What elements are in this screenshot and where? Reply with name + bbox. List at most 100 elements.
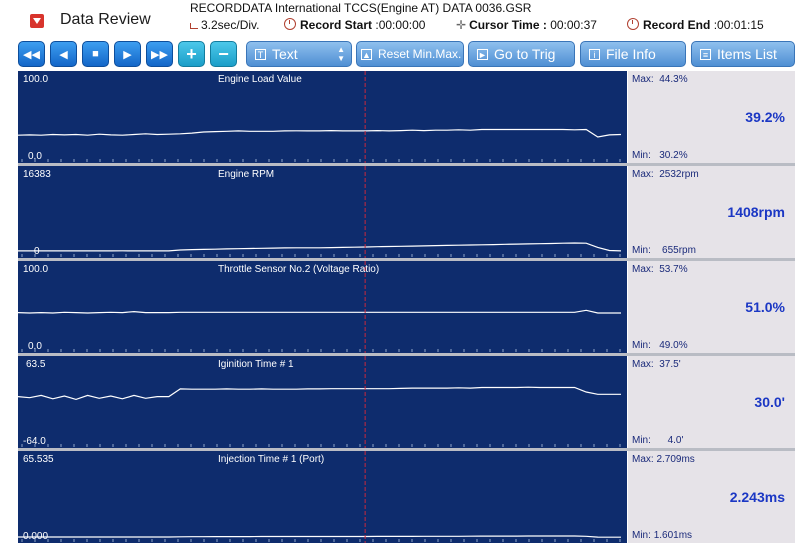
value-panel: Max: 37.5' 30.0' Min: 4.0' xyxy=(628,356,795,448)
channel-divider[interactable] xyxy=(18,448,795,451)
max-label: Max: xyxy=(632,74,654,85)
scale-max: 63.5 xyxy=(26,359,46,370)
scale-min: -64.0 xyxy=(23,436,46,447)
max-value: 37.5' xyxy=(659,359,681,370)
plot-area[interactable]: 100.0 0.0 Engine Load Value xyxy=(18,71,627,163)
min-label: Min: xyxy=(632,245,651,256)
scale-min: 0.0 xyxy=(28,151,42,162)
min-label: Min: xyxy=(632,530,651,541)
max-readout: Max: 53.7% xyxy=(632,264,688,275)
max-value: 53.7% xyxy=(659,264,688,275)
file-info-label: File Info xyxy=(606,46,656,62)
max-readout: Max: 37.5' xyxy=(632,359,681,370)
record-end-value: :00:01:15 xyxy=(713,18,764,32)
channel-divider[interactable] xyxy=(18,163,795,166)
current-value: 39.2% xyxy=(745,109,785,125)
go-to-trig-button[interactable]: ► Go to Trig xyxy=(468,41,575,67)
crosshair-icon: ✛ xyxy=(456,18,467,32)
trace-graph xyxy=(18,261,621,353)
min-value: 30.2% xyxy=(659,150,688,161)
value-panel: Max: 53.7% 51.0% Min: 49.0% xyxy=(628,261,795,353)
menu-icon[interactable] xyxy=(30,14,44,28)
max-readout: Max: 44.3% xyxy=(632,74,688,85)
channel-divider[interactable] xyxy=(18,258,795,261)
items-list-button[interactable]: ≡ Items List xyxy=(691,41,795,67)
channel-name: Engine Load Value xyxy=(218,74,302,85)
scale-max: 16383 xyxy=(23,169,51,180)
chart-icon: ▲ xyxy=(361,48,372,60)
channel-engine-rpm: 16383 0 Engine RPM Max: 2532rpm 1408rpm … xyxy=(18,166,795,258)
trace-graph xyxy=(18,166,622,258)
plot-area[interactable]: 16383 0 Engine RPM xyxy=(18,166,627,258)
record-start-value: :00:00:00 xyxy=(375,18,426,32)
scale-min: 0.000 xyxy=(23,531,49,542)
trace-line xyxy=(18,128,622,138)
scale-min: 0 xyxy=(34,246,40,257)
spin-arrows-icon: ▲ ▼ xyxy=(337,45,345,63)
text-icon: T xyxy=(255,48,266,60)
max-readout: Max: 2532rpm xyxy=(632,169,699,180)
trace-line xyxy=(18,535,621,538)
trace-graph xyxy=(18,71,622,163)
time-division: 3.2sec/Div. xyxy=(190,18,259,32)
max-label: Max: xyxy=(632,454,654,465)
go-to-trig-label: Go to Trig xyxy=(494,46,556,62)
max-label: Max: xyxy=(632,359,654,370)
scale-max: 65.535 xyxy=(23,454,54,465)
channel-throttle-sensor: 100.0 0.0 Throttle Sensor No.2 (Voltage … xyxy=(18,261,795,353)
record-end: Record End :00:01:15 xyxy=(627,18,764,32)
min-readout: Min: 655rpm xyxy=(632,245,696,256)
scale-min: 0.0 xyxy=(28,341,42,352)
min-value: 1.601ms xyxy=(653,530,693,541)
reset-min-max-button[interactable]: ▲ Reset Min.Max. xyxy=(356,41,464,67)
max-label: Max: xyxy=(632,169,654,180)
channel-ignition-time: 63.5 -64.0 Iginition Time # 1 Max: 37.5'… xyxy=(18,356,795,448)
value-panel: Max: 2.709ms 2.243ms Min: 1.601ms xyxy=(628,451,795,543)
channel-engine-load: 100.0 0.0 Engine Load Value Max: 44.3% 3… xyxy=(18,71,795,163)
header: Data Review RECORDDATA International TCC… xyxy=(0,0,795,38)
rewind-button[interactable]: ◀ xyxy=(50,41,77,67)
zoom-in-button[interactable]: + xyxy=(178,41,205,67)
zoom-out-button[interactable]: − xyxy=(210,41,237,67)
list-icon: ≡ xyxy=(700,48,711,60)
min-readout: Min: 49.0% xyxy=(632,340,688,351)
record-start: Record Start :00:00:00 xyxy=(284,18,425,32)
info-icon: i xyxy=(589,48,600,60)
app-title: Data Review xyxy=(60,11,151,28)
channel-injection-time: 65.535 0.000 Injection Time # 1 (Port) M… xyxy=(18,451,795,543)
text-dropdown[interactable]: T Text ▲ ▼ xyxy=(246,41,352,67)
min-value: 4.0' xyxy=(667,435,684,446)
max-value: 2532rpm xyxy=(659,169,699,180)
channel-divider[interactable] xyxy=(18,353,795,356)
stop-button[interactable]: ■ xyxy=(82,41,109,67)
current-value: 51.0% xyxy=(745,299,785,315)
trace-line xyxy=(18,386,621,401)
time-division-value: 3.2sec/Div. xyxy=(201,18,260,32)
trace-line xyxy=(18,309,621,314)
min-label: Min: xyxy=(632,340,651,351)
forward-fast-button[interactable]: ▶▶ xyxy=(146,41,173,67)
plot-area[interactable]: 100.0 0.0 Throttle Sensor No.2 (Voltage … xyxy=(18,261,627,353)
clock-icon xyxy=(284,18,296,30)
current-value: 2.243ms xyxy=(729,489,785,505)
trace-line xyxy=(18,242,622,252)
channel-name: Iginition Time # 1 xyxy=(218,359,294,370)
rewind-fast-button[interactable]: ◀◀ xyxy=(18,41,45,67)
file-info-button[interactable]: i File Info xyxy=(580,41,686,67)
plot-area[interactable]: 65.535 0.000 Injection Time # 1 (Port) xyxy=(18,451,627,543)
trace-graph xyxy=(18,356,621,448)
toolbar: ◀◀ ◀ ■ ▶ ▶▶ + − T Text ▲ ▼ ▲ Reset Min.Ma… xyxy=(0,38,795,70)
trace-graph xyxy=(18,451,621,543)
file-name: RECORDDATA International TCCS(Engine AT)… xyxy=(190,1,532,15)
max-label: Max: xyxy=(632,264,654,275)
min-label: Min: xyxy=(632,150,651,161)
status-strip xyxy=(0,546,795,553)
min-readout: Min: 30.2% xyxy=(632,150,688,161)
arrow-right-icon: ► xyxy=(477,48,488,60)
play-button[interactable]: ▶ xyxy=(114,41,141,67)
plot-area[interactable]: 63.5 -64.0 Iginition Time # 1 xyxy=(18,356,627,448)
value-panel: Max: 44.3% 39.2% Min: 30.2% xyxy=(628,71,795,163)
record-end-label: Record End xyxy=(643,18,711,32)
clock-icon xyxy=(627,18,639,30)
channel-name: Injection Time # 1 (Port) xyxy=(218,454,325,465)
